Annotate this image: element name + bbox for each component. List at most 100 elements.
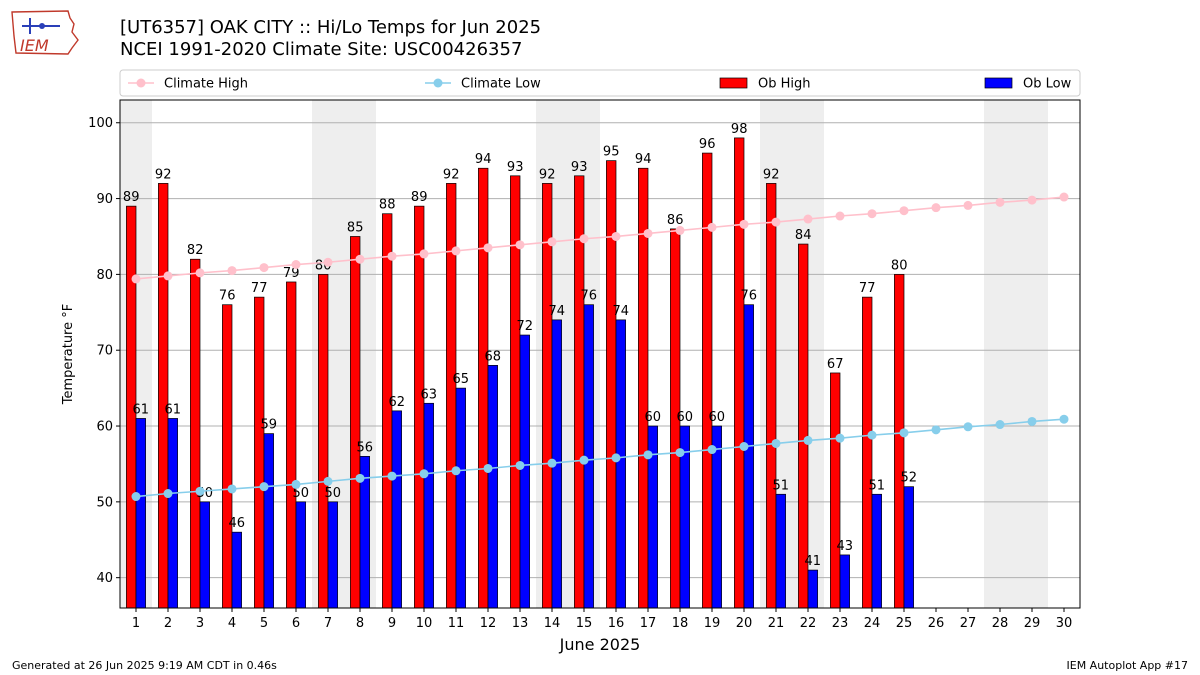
- ob-low-bar: [807, 569, 818, 609]
- ob-high-bar: [478, 167, 489, 609]
- climate-low-point: [771, 438, 781, 448]
- ob-high-label: 86: [667, 213, 684, 228]
- climate-high-point: [483, 243, 493, 253]
- ob-low-label: 51: [869, 478, 886, 493]
- climate-low-point: [387, 471, 397, 481]
- ob-high-bar: [350, 236, 361, 609]
- ob-high-bar: [862, 296, 873, 609]
- x-tick-label: 24: [864, 616, 881, 631]
- climate-low-point: [291, 479, 301, 489]
- generated-note: Generated at 26 Jun 2025 9:19 AM CDT in …: [12, 659, 277, 672]
- climate-high-point: [611, 231, 621, 241]
- climate-high-point: [931, 203, 941, 213]
- ob-low-bar: [743, 304, 754, 609]
- ob-high-bar: [414, 205, 425, 609]
- ob-low-label: 52: [901, 471, 918, 486]
- legend-ob-low-swatch: [984, 77, 1013, 89]
- climate-low-point: [515, 460, 525, 470]
- x-tick-label: 18: [672, 616, 689, 631]
- ob-low-label: 59: [261, 418, 278, 433]
- ob-high-bar: [158, 183, 169, 609]
- climate-high-point: [1027, 195, 1037, 205]
- ob-low-label: 60: [677, 410, 694, 425]
- y-tick-label: 80: [96, 268, 113, 283]
- ob-high-label: 79: [283, 266, 300, 281]
- climate-high-point: [643, 228, 653, 238]
- legend-ob-high-swatch: [719, 77, 748, 89]
- x-tick-label: 15: [576, 616, 593, 631]
- ob-low-bar: [775, 493, 786, 609]
- x-tick-label: 16: [608, 616, 625, 631]
- ob-low-bar: [391, 410, 402, 609]
- ob-high-label: 93: [571, 160, 588, 175]
- climate-low-point: [195, 486, 205, 496]
- ob-high-bar: [254, 296, 265, 609]
- ob-low-label: 76: [741, 289, 758, 304]
- x-tick-label: 6: [292, 616, 300, 631]
- ob-low-bar: [327, 501, 338, 609]
- ob-high-bar: [542, 183, 553, 609]
- ob-low-bar: [519, 334, 530, 609]
- ob-low-label: 76: [581, 289, 598, 304]
- climate-low-point: [579, 455, 589, 465]
- y-tick-label: 60: [96, 420, 113, 435]
- ob-high-label: 93: [507, 160, 524, 175]
- climate-low-point: [931, 425, 941, 435]
- ob-high-label: 89: [123, 190, 140, 205]
- x-tick-label: 30: [1056, 616, 1073, 631]
- ob-high-label: 94: [475, 152, 492, 167]
- x-axis-label: June 2025: [559, 635, 641, 654]
- ob-low-label: 61: [133, 402, 150, 417]
- x-tick-label: 17: [640, 616, 657, 631]
- ob-low-bar: [839, 554, 850, 609]
- ob-low-bar: [871, 493, 882, 609]
- weekend-shade: [1016, 100, 1048, 608]
- climate-low-point: [131, 492, 141, 502]
- climate-high-point: [835, 211, 845, 221]
- ob-high-bar: [606, 160, 617, 609]
- ob-high-bar: [766, 183, 777, 609]
- climate-low-point: [1059, 414, 1069, 424]
- climate-high-point: [707, 222, 717, 232]
- climate-low-point: [675, 448, 685, 458]
- y-tick-label: 100: [88, 116, 113, 131]
- ob-low-bar: [455, 387, 466, 609]
- x-tick-label: 20: [736, 616, 753, 631]
- ob-low-bar: [615, 319, 626, 609]
- climate-low-point: [803, 435, 813, 445]
- climate-high-point: [963, 200, 973, 210]
- x-tick-label: 13: [512, 616, 529, 631]
- climate-high-point: [259, 263, 269, 273]
- y-tick-label: 50: [96, 495, 113, 510]
- climate-high-point: [291, 260, 301, 270]
- ob-low-label: 60: [645, 410, 662, 425]
- x-tick-label: 22: [800, 616, 817, 631]
- ob-low-bar: [231, 531, 242, 609]
- ob-low-label: 61: [165, 402, 182, 417]
- climate-low-point: [483, 463, 493, 473]
- climate-low-point: [1027, 416, 1037, 426]
- ob-high-bar: [286, 281, 297, 609]
- climate-high-point: [131, 274, 141, 284]
- climate-low-point: [739, 442, 749, 452]
- climate-low-point: [835, 433, 845, 443]
- x-tick-label: 3: [196, 616, 204, 631]
- climate-high-point: [163, 271, 173, 281]
- climate-high-point: [547, 237, 557, 247]
- logo-text: IEM: [20, 36, 49, 55]
- climate-high-point: [387, 251, 397, 261]
- x-tick-label: 23: [832, 616, 849, 631]
- x-tick-label: 19: [704, 616, 721, 631]
- ob-low-bar: [423, 402, 434, 609]
- climate-low-line: [135, 418, 1065, 498]
- ob-high-label: 92: [763, 167, 780, 182]
- ob-high-label: 92: [443, 167, 460, 182]
- ob-high-label: 84: [795, 228, 812, 243]
- ob-high-label: 94: [635, 152, 652, 167]
- x-tick-label: 14: [544, 616, 561, 631]
- ob-high-label: 95: [603, 145, 620, 160]
- x-tick-label: 25: [896, 616, 913, 631]
- climate-low-point: [611, 453, 621, 463]
- climate-low-point: [163, 489, 173, 499]
- ob-high-label: 77: [251, 281, 268, 296]
